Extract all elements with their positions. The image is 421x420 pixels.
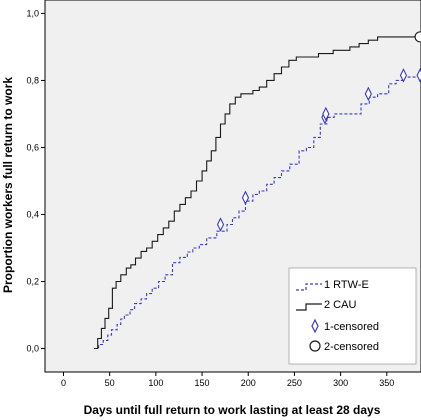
legend-label-2-censored: 2-censored [324,341,379,353]
series-layer [94,36,421,350]
legend-label-cau: 2 CAU [324,299,356,311]
y-axis-ticks: 0,0 0,2 0,4 0,6 0,8 1,0 [26,8,45,354]
censor-marker-1 [322,106,330,122]
x-axis-ticks: 0 50 100 150 200 250 300 350 [61,372,394,388]
y-tick-label: 1,0 [26,8,39,18]
legend-marker-1-censored [311,318,319,334]
y-tick-label: 0,8 [26,75,39,85]
censor-marker-1 [216,217,225,232]
y-tick-label: 0,6 [26,142,39,152]
legend: 1 RTW-E 2 CAU 1-censored 2-censored [288,267,417,365]
legend-swatch-rtw-e [296,283,322,291]
censor-marker-2 [414,31,421,43]
y-axis-title: Proportion workers full return to work [1,77,15,293]
y-tick-label: 0,0 [26,344,39,354]
legend-swatch-cau [296,303,322,311]
x-tick-label: 150 [195,378,210,388]
censor-marker-layer [216,31,421,232]
x-tick-label: 350 [379,378,394,388]
censor-marker-1 [241,190,250,205]
x-tick-label: 0 [61,378,66,388]
x-tick-label: 200 [241,378,256,388]
x-tick-label: 50 [105,378,115,388]
series-line-1 [94,36,421,350]
x-tick-label: 300 [333,378,348,388]
legend-marker-2-censored [309,340,321,352]
legend-label-rtw-e: 1 RTW-E [324,279,369,291]
y-tick-label: 0,2 [26,277,39,287]
legend-label-1-censored: 1-censored [324,321,379,333]
censor-marker-1 [416,68,421,83]
censor-marker-1 [364,86,372,102]
x-tick-label: 250 [287,378,302,388]
series-line-0 [94,76,421,350]
x-axis-title: Days until full return to work lasting a… [84,403,381,417]
y-tick-label: 0,4 [26,209,39,219]
censor-marker-1 [399,68,408,83]
x-tick-label: 100 [148,378,163,388]
